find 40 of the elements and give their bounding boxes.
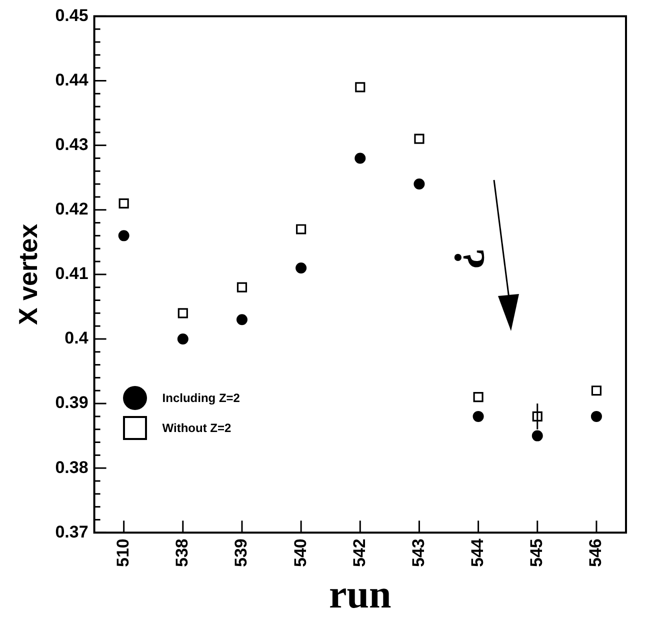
x-tick-label: 542 <box>350 538 369 568</box>
point <box>236 314 248 326</box>
x-tick-label: 540 <box>290 538 310 568</box>
point <box>414 134 424 144</box>
point <box>590 410 602 422</box>
y-tick-label: 0.45 <box>55 6 88 25</box>
point <box>532 430 543 442</box>
x-tick-label: 510 <box>114 538 133 568</box>
x-tick-label: 538 <box>172 538 192 568</box>
y-tick-label: 0.41 <box>55 264 88 284</box>
x-tick-label: 543 <box>408 538 428 568</box>
point <box>236 282 248 292</box>
y-tick-label: 0.43 <box>55 134 88 154</box>
legend-label: Without Z=2 <box>162 420 232 435</box>
point <box>354 152 366 164</box>
y-tick-label: 0.44 <box>55 70 89 90</box>
y-tick-label: 0.39 <box>55 393 88 412</box>
y-tick-label: 0.4 <box>64 328 89 348</box>
y-tick-label: 0.37 <box>55 522 88 542</box>
point <box>296 224 306 234</box>
x-tick-label: 539 <box>232 538 251 568</box>
point <box>118 230 130 242</box>
annotation: ? <box>444 248 494 270</box>
x-tick-label: 546 <box>586 538 606 568</box>
point <box>591 386 602 396</box>
point <box>355 82 366 92</box>
point <box>472 410 484 422</box>
y-axis-title: X vertex <box>12 223 43 326</box>
y-tick-label: 0.38 <box>55 458 88 477</box>
point <box>178 308 188 318</box>
legend-label: Including Z=2 <box>162 390 240 405</box>
point <box>473 392 484 402</box>
point <box>177 333 188 344</box>
point <box>414 178 425 190</box>
point <box>296 262 307 274</box>
x-axis-title: run <box>329 571 392 616</box>
x-tick-label: 545 <box>527 538 546 568</box>
y-tick-label: 0.42 <box>55 200 88 219</box>
x-tick-label: 544 <box>468 538 487 568</box>
point <box>118 198 129 208</box>
